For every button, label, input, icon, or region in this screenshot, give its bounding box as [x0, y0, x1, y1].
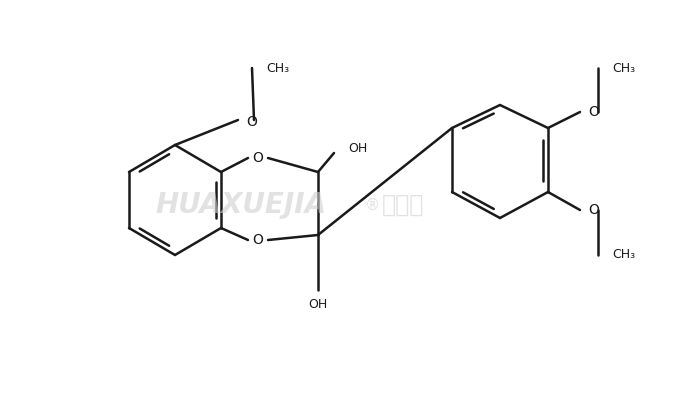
Text: HUAXUEJIA: HUAXUEJIA [155, 191, 326, 219]
Text: CH₃: CH₃ [612, 248, 635, 262]
Text: O: O [588, 203, 599, 217]
Text: CH₃: CH₃ [266, 62, 289, 74]
Text: OH: OH [348, 142, 367, 154]
Text: 化学加: 化学加 [382, 193, 424, 217]
Text: OH: OH [308, 298, 328, 312]
Text: ®: ® [365, 198, 380, 212]
Text: O: O [252, 233, 263, 247]
Text: O: O [252, 151, 263, 165]
Text: CH₃: CH₃ [612, 62, 635, 74]
Text: O: O [588, 105, 599, 119]
Text: O: O [246, 115, 257, 129]
